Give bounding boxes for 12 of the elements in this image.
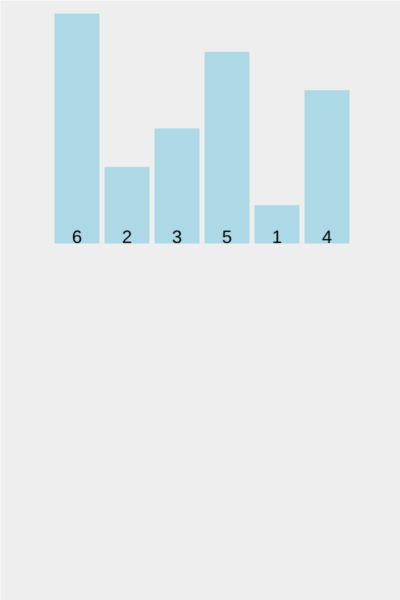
bar [254,205,300,244]
data-label: 6 [72,227,82,247]
data-label: 2 [122,227,132,247]
data-label: 1 [272,227,282,247]
bar [204,52,250,244]
bar [154,128,200,244]
bar [104,166,150,244]
bar [304,90,350,244]
data-label: 5 [222,227,232,247]
bar [54,14,100,244]
data-label: 3 [172,227,182,247]
data-label: 4 [322,227,332,247]
